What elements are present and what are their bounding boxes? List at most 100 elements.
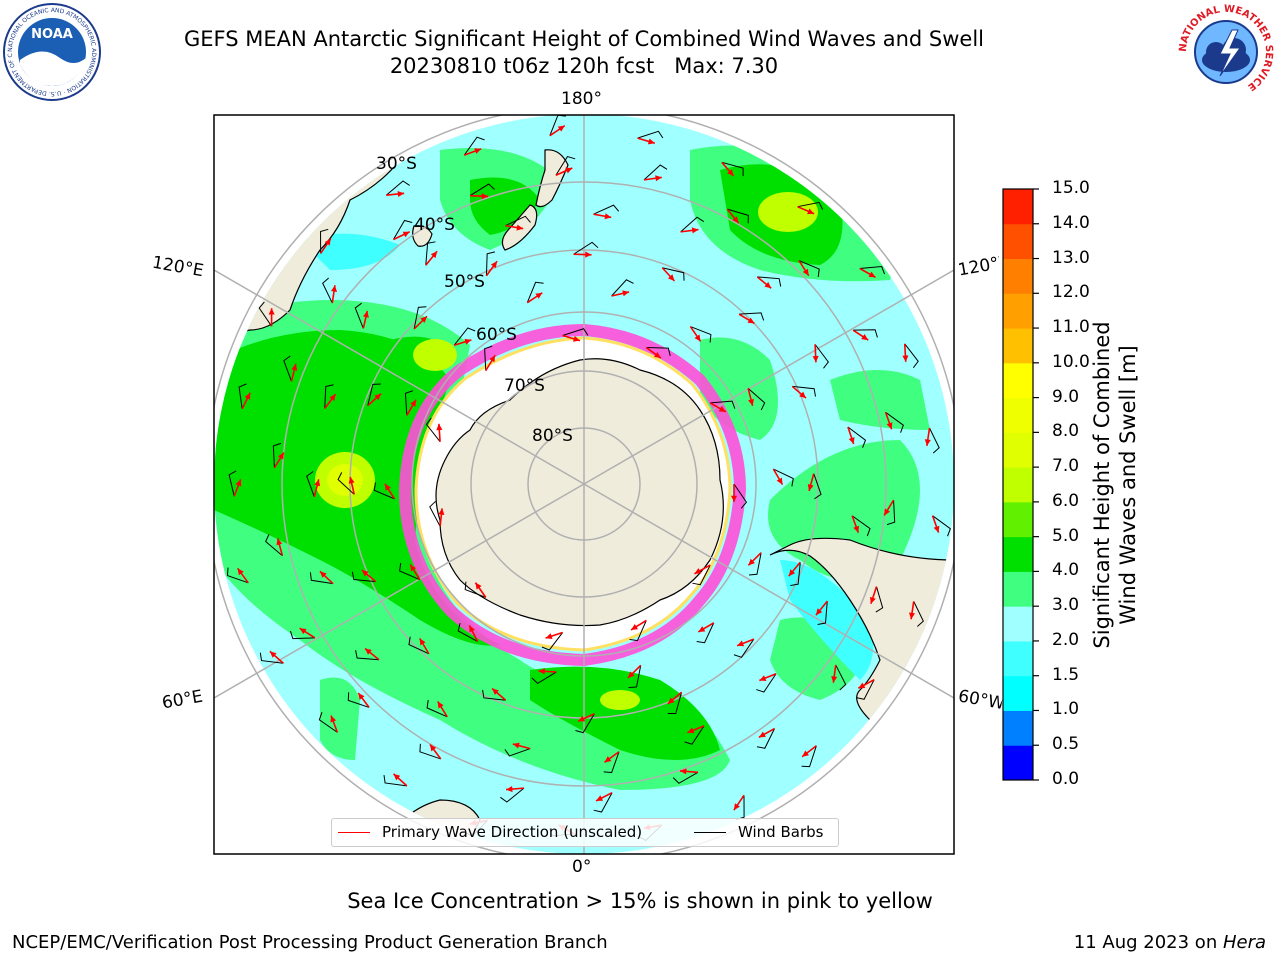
wind-barb xyxy=(259,652,284,664)
colorbar-tick-label: 2.0 xyxy=(1052,629,1080,650)
wind-barb xyxy=(696,622,715,644)
wind-barb xyxy=(484,345,493,371)
wave-arrowhead xyxy=(815,608,823,616)
wind-barb xyxy=(238,383,247,409)
colorbar-tick-marks xyxy=(1033,188,1039,781)
wind-barb xyxy=(628,665,642,689)
colorbar-label-line2: Wind Waves and Swell [m] xyxy=(1116,345,1140,625)
legend-barb-label: Wind Barbs xyxy=(738,823,824,841)
colorbar-bin xyxy=(1003,606,1033,642)
wind-barb xyxy=(727,208,749,224)
wind-barb xyxy=(485,251,496,276)
wave-arrowhead xyxy=(235,479,242,487)
colorbar-tick-label: 0.0 xyxy=(1052,769,1080,789)
wind-barb xyxy=(739,312,765,321)
wind-barb xyxy=(425,241,436,266)
wind-barb xyxy=(851,515,871,537)
wave-arrowhead xyxy=(732,216,739,224)
wave-arrowhead xyxy=(748,558,755,566)
lat-label-80s: 80°S xyxy=(532,426,573,446)
wind-barb xyxy=(500,787,525,803)
wave-arrowhead xyxy=(667,274,675,281)
wave-arrowhead xyxy=(604,213,612,220)
wave-arrowhead xyxy=(758,731,766,738)
antarctica-continent xyxy=(435,358,724,627)
wave-arrowhead xyxy=(516,224,524,231)
wave-arrowhead xyxy=(268,308,275,315)
wave-arrowhead xyxy=(237,568,244,576)
colorbar-tick-label: 15.0 xyxy=(1052,178,1090,198)
wave-arrowhead xyxy=(869,596,876,604)
wind-barb xyxy=(797,201,824,210)
wind-barb xyxy=(425,417,441,443)
wind-barb xyxy=(351,571,376,583)
wind-barb xyxy=(817,601,828,626)
colorbar-bin xyxy=(1003,432,1033,468)
colorbar-bin xyxy=(1003,362,1033,399)
colorbar-bin xyxy=(1003,710,1033,746)
wave-arrowhead xyxy=(802,750,809,757)
wave-arrowhead xyxy=(691,227,699,234)
wind-barb xyxy=(885,411,904,433)
colorbar-bin xyxy=(1003,675,1033,711)
wind-barb xyxy=(875,586,884,613)
map-frame xyxy=(213,114,955,855)
wind-barb xyxy=(835,664,847,691)
wave-arrowhead xyxy=(492,688,499,695)
wind-barb xyxy=(385,180,410,196)
wave-arrowhead xyxy=(330,285,338,292)
wave-arrowhead xyxy=(737,640,745,647)
chart-title: GEFS MEAN Antarctic Significant Height o… xyxy=(183,27,985,51)
wave-arrowhead xyxy=(853,525,860,533)
wind-barb xyxy=(790,562,801,587)
wind-barb xyxy=(555,155,576,176)
wind-barb xyxy=(710,400,736,409)
wave-arrowhead xyxy=(269,651,277,658)
wave-arrowhead xyxy=(788,569,796,577)
colorbar-bin xyxy=(1003,397,1033,433)
wave-arrowhead xyxy=(557,125,565,132)
wave-arrowhead xyxy=(437,701,444,709)
wind-barb xyxy=(756,728,776,749)
wind-barb xyxy=(463,136,485,156)
wind-barb xyxy=(526,281,544,303)
colorbar-label: Significant Height of Combined Wind Wave… xyxy=(1089,321,1141,648)
footer-date-text: 11 Aug 2023 on xyxy=(1073,932,1223,953)
wind-barb xyxy=(469,183,495,197)
wave-arrowhead xyxy=(667,697,675,704)
colorbar-tick-label: 5.0 xyxy=(1052,525,1080,546)
wave-arrowhead xyxy=(694,334,701,342)
footer-date: 11 Aug 2023 on Hera xyxy=(1074,932,1266,953)
colorbar-bin xyxy=(1003,328,1033,364)
wind-barb xyxy=(309,572,334,585)
wave-arrowhead xyxy=(578,715,586,722)
wave-arrowhead xyxy=(631,624,638,630)
wind-barb xyxy=(408,636,430,655)
wind-barb xyxy=(265,534,283,557)
wind-barb xyxy=(562,328,589,337)
wind-barb xyxy=(721,161,744,177)
wave-arrowhead xyxy=(908,612,916,620)
wind-barb xyxy=(733,638,755,658)
wave-arrowhead xyxy=(884,508,891,516)
wave-arrowhead xyxy=(490,261,498,269)
wave-arrowhead xyxy=(438,508,445,515)
colorbar-tick-label: 12.0 xyxy=(1052,282,1090,303)
wave-arrowhead xyxy=(329,394,336,402)
wind-barb xyxy=(667,692,683,715)
wave-arrowhead xyxy=(429,744,437,752)
wave-arrowhead xyxy=(489,355,496,363)
wind-barb xyxy=(541,632,564,651)
wind-barb xyxy=(801,745,817,768)
wave-arrowhead xyxy=(319,571,327,578)
wave-arrowhead xyxy=(397,190,405,198)
wave-arrowhead xyxy=(420,316,427,323)
wave-arrowhead xyxy=(694,568,702,574)
noaa-logo-text: NOAA xyxy=(31,27,73,42)
wind-barb xyxy=(662,267,685,281)
wave-arrowhead xyxy=(276,538,283,546)
colorbar-tick-label: 9.0 xyxy=(1052,386,1080,407)
lon-label-180: 180° xyxy=(561,89,602,109)
wave-arrowhead xyxy=(481,193,489,200)
wind-barb xyxy=(228,470,237,497)
